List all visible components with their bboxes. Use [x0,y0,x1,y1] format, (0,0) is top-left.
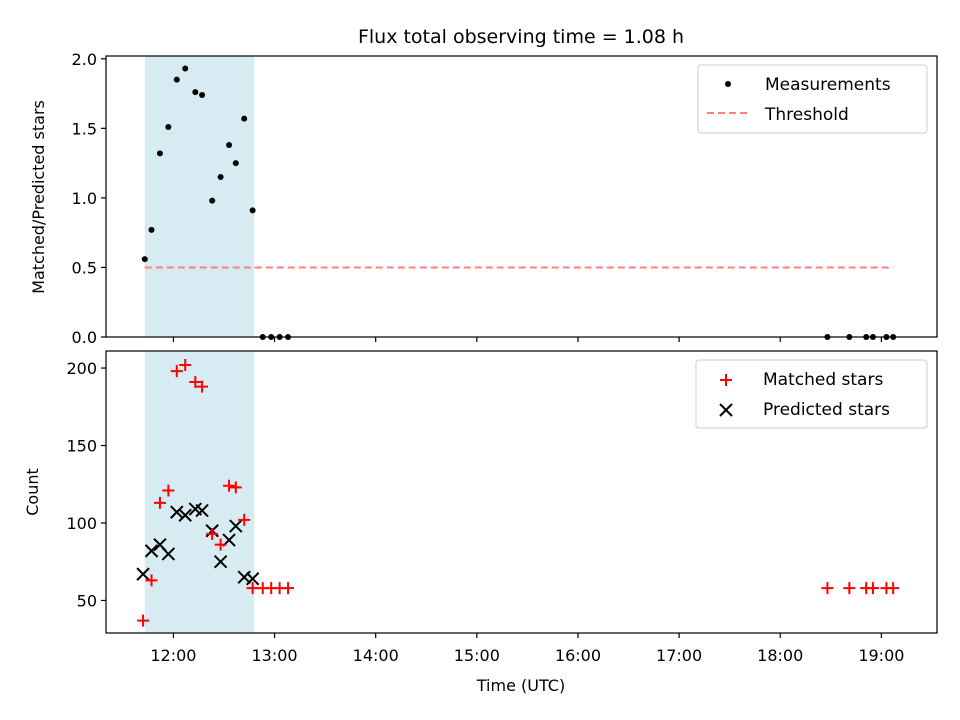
x-tick-label: 19:00 [858,646,904,665]
legend-marker-matched [720,374,732,386]
legend-label-matched: Matched stars [763,370,883,390]
predicted-star-marker [213,555,228,569]
bottom-frame [105,350,938,634]
legend-label-threshold: Threshold [764,105,849,125]
bottom-panel: 50 100 150 200 12:00 13:00 14:00 15:00 16:00 17:… [23,350,938,695]
predicted-star-marker [245,572,260,586]
matched-star-marker [238,513,251,526]
top-y-tick-label: 2.0 [72,50,97,69]
measurement-point [199,91,206,98]
top-y-label: Matched/Predicted stars [29,100,48,294]
measurement-point [148,226,155,233]
predicted-star-marker [170,505,184,519]
matched-star-marker [866,582,879,595]
bottom-y-tick-label: 100 [66,514,97,533]
measurement-point [226,142,233,149]
x-tick-label: 17:00 [656,646,702,665]
bottom-x-axis: 12:00 13:00 14:00 15:00 16:00 17:00 18:00 19:00 [150,633,904,665]
measurement-point [249,207,256,214]
matched-star-marker [282,582,295,595]
x-tick-label: 12:00 [150,646,196,665]
bottom-y-tick-label: 200 [66,359,97,378]
count-points [136,358,900,627]
top-legend-box [697,64,928,134]
x-axis-label: Time (UTC) [476,676,565,695]
predicted-star-marker [229,519,243,533]
matched-star-marker [229,481,242,494]
top-x-axis [172,337,882,342]
legend-label-measurements: Measurements [765,75,891,95]
top-panel: 0.00.51.01.52.0 Matched/Predicted stars … [29,50,938,347]
x-tick-label: 15:00 [454,646,500,665]
matched-star-marker [821,582,834,595]
bottom-legend-box [695,359,928,429]
top-y-axis: 0.0 0.5 1.0 1.5 2.0 [72,50,106,347]
matched-star-marker [843,582,856,595]
bottom-y-tick-label: 150 [66,437,97,456]
matched-star-marker [189,375,202,388]
measurement-point [209,197,216,204]
matched-star-marker [179,358,192,371]
top-y-tick-label: 1.0 [72,189,97,208]
predicted-star-marker [195,503,209,518]
top-shaded-span [144,56,255,337]
matched-star-marker [162,484,175,497]
measurement-point [232,160,239,167]
predicted-star-marker [136,567,150,581]
predicted-star-marker [161,547,176,561]
measurement-point [173,76,180,83]
matched-star-marker [223,479,236,492]
x-tick-label: 14:00 [353,646,399,665]
chart-title: Flux total observing time = 1.08 h [358,26,684,48]
measurement-point [165,123,172,130]
top-y-tick-label: 0.5 [72,258,97,277]
bottom-shaded-span [144,351,255,633]
x-tick-label: 16:00 [555,646,601,665]
x-tick-label: 13:00 [252,646,298,665]
matched-star-marker [246,582,259,595]
matched-star-marker [214,538,227,551]
measurement-point [241,115,248,122]
measurement-point [182,65,189,72]
top-y-tick-label: 1.5 [72,119,97,138]
measurement-point [141,256,148,263]
matched-star-marker [153,496,166,509]
top-y-tick-label: 0.0 [72,328,97,347]
matched-star-marker [196,380,209,393]
top-legend: Measurements Threshold [697,64,928,134]
bottom-y-tick-label: 50 [77,591,97,610]
predicted-star-marker [178,508,192,522]
bottom-y-axis: 50 100 150 200 [66,359,106,610]
legend-marker-predicted [719,403,733,417]
top-frame [105,55,938,338]
matched-star-marker [887,582,900,595]
matched-star-marker [137,614,150,627]
legend-marker-measurements [725,81,731,87]
measurement-point [156,150,163,157]
measurement-point [192,89,199,96]
bottom-legend: Matched stars Predicted stars [695,359,928,429]
x-tick-label: 18:00 [757,646,803,665]
matched-star-marker [145,574,158,587]
legend-label-predicted: Predicted stars [763,400,890,420]
bottom-y-label: Count [23,468,42,516]
matched-star-marker [206,527,219,540]
matched-star-marker [170,365,183,378]
measurement-point [217,174,224,181]
predicted-star-marker [144,544,159,558]
